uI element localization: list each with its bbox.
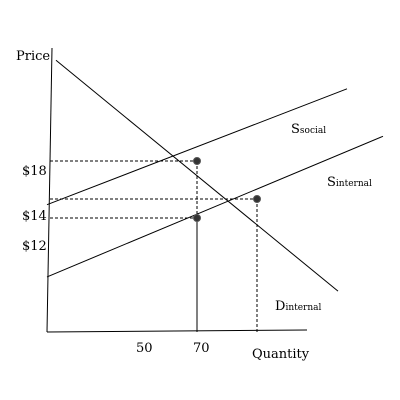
s-social-label: Ssocial — [291, 122, 326, 137]
equilibrium-points — [193, 157, 261, 222]
d-internal-sub: internal — [285, 303, 321, 313]
curves — [46, 59, 384, 292]
x-axis-label: Quantity — [252, 347, 310, 362]
s-social-base: S — [291, 122, 300, 137]
x-axis — [46, 329, 308, 333]
point-50-12 — [193, 214, 201, 222]
d-internal-label: Dinternal — [275, 299, 322, 314]
point-50-18 — [193, 157, 201, 165]
s-social-sub: social — [300, 126, 326, 136]
x-tick-label-50: 50 — [136, 341, 153, 356]
y-axis — [46, 47, 53, 333]
y-tick-label-14: $14 — [22, 209, 47, 224]
d-internal-base: D — [275, 299, 285, 314]
y-tick-label-12: $12 — [22, 239, 47, 254]
s-internal-sub: internal — [336, 179, 372, 189]
s-social-curve — [46, 88, 348, 206]
s-internal-label: Sinternal — [327, 175, 372, 190]
s-internal-base: S — [327, 175, 336, 190]
y-axis-label: Price — [16, 49, 50, 64]
y-tick-label-18: $18 — [22, 164, 47, 179]
guide-lines — [50, 160, 258, 332]
point-70-14 — [253, 195, 261, 203]
x-tick-label-70: 70 — [193, 341, 210, 356]
d-internal-curve — [55, 59, 339, 292]
s-internal-curve — [46, 135, 384, 278]
